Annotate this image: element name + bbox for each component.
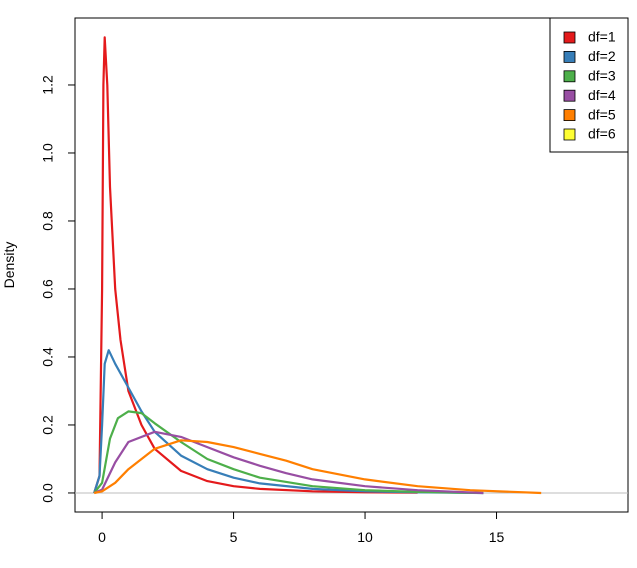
- legend-label: df=1: [588, 29, 616, 45]
- y-tick-label: 0.6: [40, 279, 56, 299]
- legend-label: df=4: [588, 87, 616, 103]
- legend-box: [549, 17, 629, 153]
- plot-frame: [74, 17, 629, 513]
- y-axis-label: Density: [1, 242, 17, 289]
- legend-swatch: [563, 70, 576, 83]
- legend-label: df=2: [588, 48, 616, 64]
- y-tick-label: 0.0: [40, 483, 56, 503]
- legend-label: df=5: [588, 106, 616, 122]
- x-tick-label: 10: [357, 529, 373, 545]
- density-line: [93, 430, 484, 495]
- legend-label: df=6: [588, 126, 616, 142]
- density-line: [93, 36, 418, 494]
- y-tick-label: 0.8: [40, 211, 56, 231]
- y-tick-label: 1.0: [40, 143, 56, 163]
- y-tick-label: 1.2: [40, 75, 56, 95]
- y-tick-label: 0.4: [40, 347, 56, 367]
- density-line: [93, 439, 542, 495]
- y-tick-label: 0.2: [40, 415, 56, 435]
- x-tick-label: 0: [98, 529, 106, 545]
- legend-swatch: [563, 128, 576, 141]
- x-tick-label: 15: [489, 529, 505, 545]
- legend-swatch: [563, 31, 576, 44]
- legend-label: df=3: [588, 68, 616, 84]
- legend-swatch: [563, 51, 576, 63]
- x-tick-label: 5: [230, 529, 238, 545]
- legend-swatch: [563, 109, 576, 121]
- density-line: [93, 410, 484, 495]
- legend-swatch: [563, 89, 576, 102]
